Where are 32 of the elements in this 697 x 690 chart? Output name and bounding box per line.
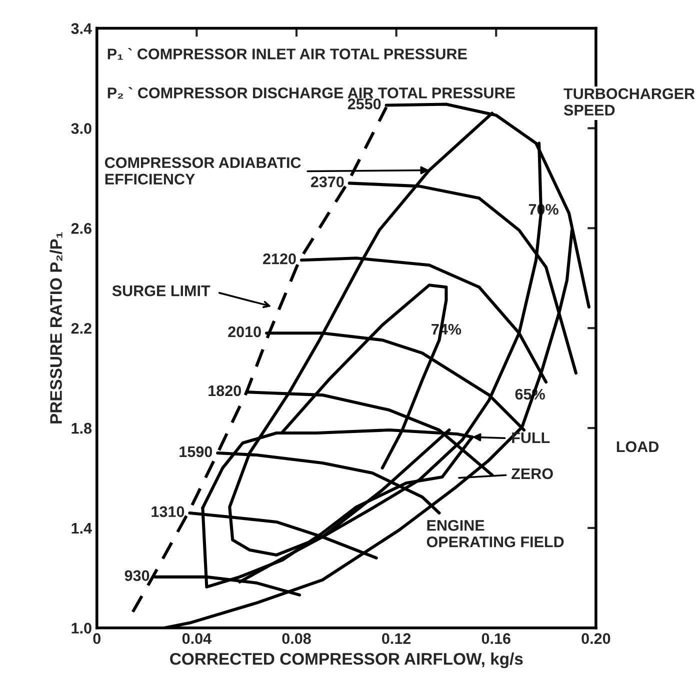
y-tick-label: 2.6 [71, 223, 92, 234]
y-tick-label: 3.4 [71, 23, 92, 34]
annotation: P₂ ` COMPRESSOR DISCHARGE AIR TOTAL PRESSURE [108, 86, 515, 99]
series-label: 1590 [180, 446, 212, 458]
x-tick-label: 0.16 [482, 633, 510, 644]
series-label: 2370 [310, 176, 344, 188]
text: LOAD [616, 441, 659, 452]
y-axis-title: PRESSURE RATIO P₂/P₁ [50, 232, 62, 424]
annotation: SURGE LIMIT [112, 285, 210, 296]
x-tick-label: 0 [93, 633, 101, 644]
series-label: 1310 [152, 506, 184, 518]
annotation: ENGINE OPERATING FIELD [426, 520, 564, 548]
y-tick-label: 1.8 [72, 422, 92, 434]
series-label: 1820 [208, 385, 241, 396]
x-tick-label: 0.20 [582, 633, 610, 644]
x-tick-label: 0.08 [282, 633, 311, 644]
series-label: 2010 [228, 326, 261, 338]
y-tick-label: 3.0 [71, 123, 92, 134]
annotation: ZERO [512, 468, 553, 480]
y-tick-label: 1.4 [72, 522, 92, 534]
y-tick-label: 1.0 [72, 622, 92, 634]
x-axis-title: CORRECTED COMPRESSOR AIRFLOW, kg/s [170, 652, 523, 668]
series-label: 2120 [263, 253, 296, 264]
x-tick-label: 0.12 [382, 633, 411, 644]
y-tick-label: 2.2 [71, 322, 92, 334]
annotation: TURBOCHARGER SPEED [564, 88, 695, 116]
annotation: FULL [512, 432, 550, 444]
series-label: 930 [124, 570, 150, 582]
series-label: 2550 [348, 98, 381, 110]
annotation: P₁ ` COMPRESSOR INLET AIR TOTAL PRESSURE [108, 48, 467, 60]
annotation: COMPRESSOR ADIABATIC EFFICIENCY [104, 157, 301, 185]
x-tick-label: 0.04 [182, 633, 212, 644]
